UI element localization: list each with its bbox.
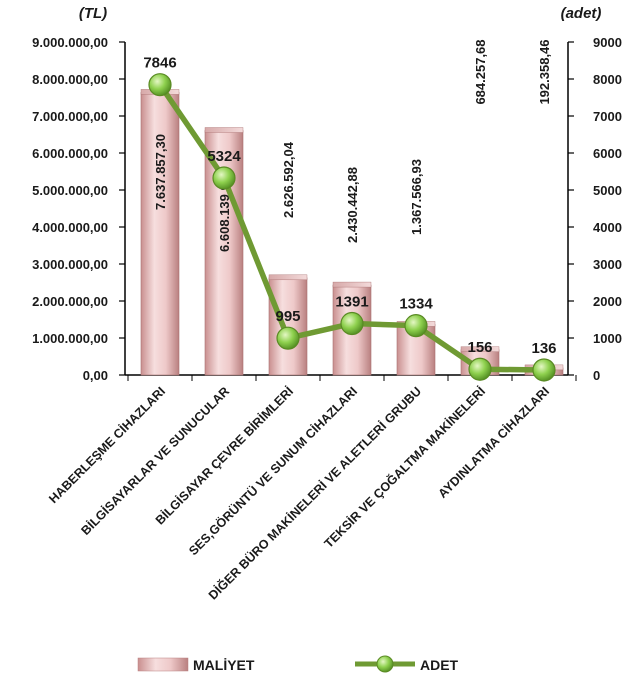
legend: MALİYET ADET — [137, 655, 459, 673]
right-tick-label: 6000 — [593, 146, 622, 161]
left-axis-unit: (TL) — [79, 5, 107, 22]
left-tick-label: 4.000.000,00 — [32, 220, 108, 235]
adet-point — [148, 73, 172, 97]
bar-value-label: 2.430.442,88 — [345, 167, 360, 243]
left-tick-label: 2.000.000,00 — [32, 294, 108, 309]
right-tick-label: 5000 — [593, 183, 622, 198]
adet-value-label: 136 — [531, 340, 556, 357]
bar — [140, 89, 180, 376]
left-tick-label: 7.000.000,00 — [32, 109, 108, 124]
right-tick-label: 1000 — [593, 331, 622, 346]
left-tick-label: 5.000.000,00 — [32, 183, 108, 198]
bar-value-label: 1.367.566,93 — [409, 159, 424, 235]
right-tick-label: 9000 — [593, 35, 622, 50]
bar-value-label: 2.626.592,04 — [281, 141, 296, 218]
left-tick-label: 1.000.000,00 — [32, 331, 108, 346]
right-tick-label: 7000 — [593, 109, 622, 124]
adet-point — [340, 311, 364, 336]
adet-value-label: 1391 — [335, 294, 368, 311]
right-tick-label: 3000 — [593, 257, 622, 272]
adet-point — [276, 326, 300, 350]
bar-value-labels: 7.637.857,306.608.139,90 2.626.592,04 2.43… — [153, 39, 552, 251]
right-tick-label: 2000 — [593, 294, 622, 309]
right-tick-label: 0 — [593, 368, 600, 383]
legend-maliyet-label: MALİYET — [193, 657, 255, 673]
adet-value-label: 5324 — [207, 148, 241, 165]
adet-value-label: 156 — [467, 339, 492, 356]
category-label: HABERLEŞME CİHAZLARI — [46, 384, 169, 507]
bar-value-label: 192.358,46 — [537, 39, 552, 104]
legend-adet-label: ADET — [420, 657, 459, 673]
left-tick-label: 8.000.000,00 — [32, 72, 108, 87]
category-label: AYDINLATMA CİHAZLARI — [435, 384, 552, 501]
bar-value-label: 7.637.857,30 — [153, 134, 168, 210]
legend-adet-marker — [376, 655, 394, 673]
axes: 0,00 1.000.000,00 2.000.000,00 3.000.000,00… — [32, 35, 622, 383]
right-axis-unit: (adet) — [561, 5, 602, 22]
category-label: BİLGİSAYAR ÇEVRE BİRİMLERİ — [152, 384, 296, 528]
adet-line: 7846 5324 995 1391 1334 156 136 — [143, 55, 557, 382]
left-tick-label: 0,00 — [83, 368, 108, 383]
left-tick-label: 3.000.000,00 — [32, 257, 108, 272]
adet-value-label: 7846 — [143, 55, 176, 72]
right-tick-label: 8000 — [593, 72, 622, 87]
left-tick-label: 6.000.000,00 — [32, 146, 108, 161]
adet-value-label: 995 — [275, 308, 300, 325]
left-tick-label: 9.000.000,00 — [32, 35, 108, 50]
adet-point — [468, 357, 492, 381]
bar — [268, 274, 308, 376]
right-tick-label: 4000 — [593, 220, 622, 235]
adet-point — [404, 314, 428, 338]
category-label: DİĞER BÜRO MAKİNELERİ VE ALETLERİ GRUBU — [205, 384, 424, 603]
legend-maliyet-swatch — [137, 657, 189, 672]
bar-value-label: 684.257,68 — [473, 39, 488, 104]
adet-point — [532, 358, 556, 382]
adet-point — [212, 166, 236, 190]
adet-value-label: 1334 — [399, 296, 433, 313]
